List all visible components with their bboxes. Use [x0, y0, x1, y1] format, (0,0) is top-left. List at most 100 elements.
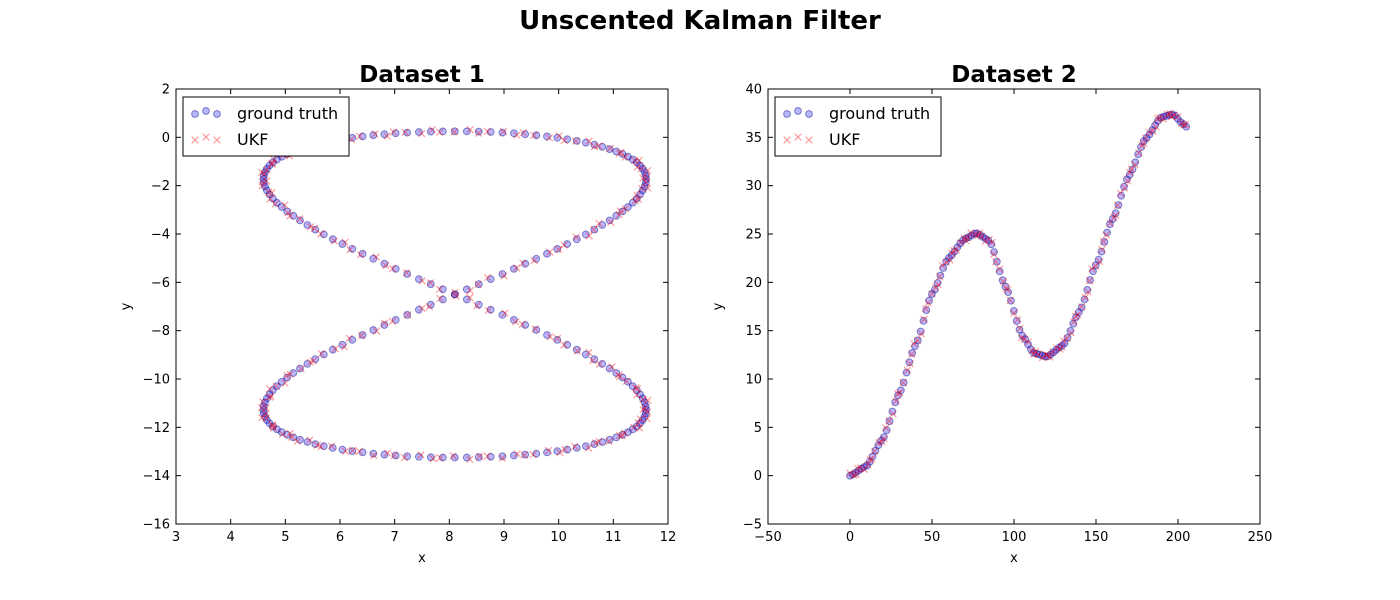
ukf-point [1135, 149, 1143, 157]
ground-truth-point [628, 198, 637, 207]
ground-truth-point [961, 234, 970, 243]
ukf-point [530, 131, 538, 140]
ukf-point [960, 234, 968, 242]
ground-truth-point [987, 240, 996, 249]
ukf-point [1030, 350, 1038, 359]
ground-truth-point [871, 446, 880, 455]
ground-truth-point [263, 186, 271, 195]
ground-truth-point [632, 158, 641, 167]
ukf-point [639, 174, 647, 182]
ukf-point [1038, 353, 1047, 362]
ukf-point [633, 384, 642, 393]
ukf-point [639, 405, 647, 414]
legend-marker-ground-truth [202, 107, 210, 115]
ground-truth-point [328, 444, 337, 452]
ground-truth-point [543, 331, 551, 339]
ground-truth-point [486, 128, 495, 136]
ground-truth-point [498, 270, 507, 278]
ukf-point [946, 256, 954, 264]
ground-truth-point [380, 259, 389, 268]
ground-truth-point [1010, 307, 1018, 315]
ground-truth-point [956, 239, 965, 248]
ukf-point [644, 396, 652, 405]
legend-marker-ground-truth [794, 107, 802, 115]
ground-truth-point [1007, 296, 1015, 305]
ground-truth-point [1106, 220, 1114, 229]
figure-title: Unscented Kalman Filter [519, 6, 881, 36]
plot-dataset-1: Dataset 1 3 4 5 6 7 8 9 10 11 12 −16 −14 −12 −10 −8 −6 −4… [119, 62, 676, 566]
ukf-point [860, 465, 869, 474]
ground-truth-point [391, 265, 400, 273]
ground-truth-point [510, 451, 518, 460]
ground-truth-point [403, 452, 412, 461]
x-tick-label: 50 [924, 530, 941, 545]
ukf-point [400, 453, 409, 462]
ground-truth-point [1072, 313, 1080, 322]
ukf-point [1010, 309, 1018, 317]
ukf-point [1020, 335, 1029, 343]
ground-truth-point [618, 150, 627, 158]
ground-truth-point [572, 444, 581, 452]
ground-truth-point [642, 405, 650, 414]
ground-truth-point [1156, 113, 1165, 122]
ground-truth-point [1094, 255, 1103, 264]
ukf-point [281, 379, 289, 387]
ukf-point [870, 447, 879, 455]
ukf-point [286, 429, 294, 438]
ground-truth-point [532, 131, 541, 140]
ground-truth-point [1120, 182, 1128, 191]
ukf-point [846, 469, 854, 478]
ukf-point [356, 250, 365, 259]
ground-truth-point [283, 430, 292, 439]
ground-truth-point [1077, 303, 1086, 312]
ground-truth-point [303, 360, 312, 368]
ukf-point [513, 450, 521, 458]
ukf-point [271, 200, 280, 208]
ground-truth-point [263, 394, 271, 403]
ukf-point [341, 447, 350, 456]
ukf-point [389, 128, 398, 136]
ukf-point [262, 177, 271, 185]
ground-truth-point [1182, 122, 1191, 131]
ground-truth-point [1060, 339, 1069, 348]
ukf-point [317, 230, 325, 238]
ground-truth-point [1154, 117, 1162, 125]
ukf-point [1095, 257, 1104, 266]
ground-truth-point [510, 129, 518, 138]
ukf-point [544, 446, 553, 455]
ukf-point [1141, 134, 1150, 142]
ukf-point [404, 311, 412, 319]
ukf-point [924, 299, 932, 307]
ground-truth-point [450, 290, 459, 299]
ukf-point [429, 454, 437, 463]
ukf-point [899, 378, 908, 387]
ukf-point [401, 128, 409, 137]
ukf-point [634, 195, 643, 204]
ground-truth-point [1125, 170, 1134, 179]
ukf-point [638, 184, 646, 193]
ukf-point [1085, 276, 1094, 285]
ukf-point [856, 464, 865, 472]
ukf-point [995, 265, 1004, 273]
ukf-point [1159, 115, 1168, 123]
ground-truth-point [590, 225, 599, 234]
ukf-point [483, 127, 492, 136]
ground-truth-point [618, 430, 627, 439]
ground-truth-point [933, 279, 942, 287]
ground-truth-point [590, 440, 599, 449]
ground-truth-point [521, 130, 530, 139]
ground-truth-point [970, 229, 979, 238]
y-tick-label: −14 [143, 469, 170, 484]
ground-truth-point [1103, 228, 1111, 237]
ukf-point [382, 261, 390, 270]
ukf-point [297, 365, 305, 373]
ground-truth-point [925, 296, 933, 305]
ground-truth-point [311, 225, 320, 234]
ukf-point [631, 156, 639, 165]
x-tick-label: 3 [172, 530, 180, 545]
ukf-point [621, 153, 629, 161]
ground-truth-point [922, 306, 931, 315]
ground-truth-point [854, 466, 863, 475]
ground-truth-point [612, 433, 621, 442]
ground-truth-point [510, 316, 518, 324]
